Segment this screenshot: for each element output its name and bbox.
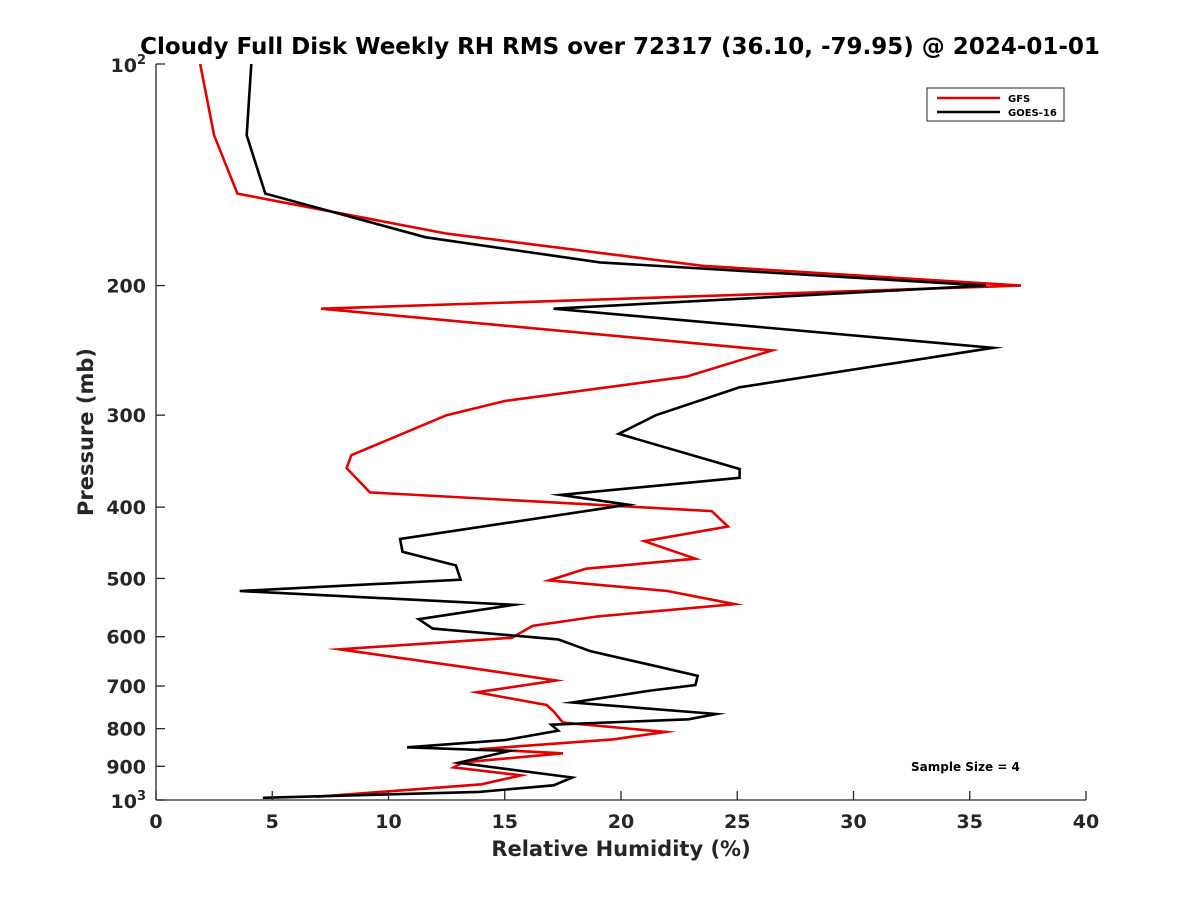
x-tick-label: 30	[840, 811, 866, 833]
y-tick-base: 10	[111, 791, 137, 813]
y-tick-label: 200	[106, 276, 146, 298]
chart-title: Cloudy Full Disk Weekly RH RMS over 7231…	[140, 34, 1100, 60]
legend-label: GFS	[1008, 94, 1030, 105]
y-tick-base: 10	[111, 55, 137, 77]
y-axis-label: Pressure (mb)	[74, 348, 98, 516]
sample-size-annotation: Sample Size = 4	[911, 760, 1020, 774]
y-tick-label: 103	[111, 789, 147, 813]
x-tick-label: 0	[149, 811, 162, 833]
y-tick-label: 900	[106, 756, 146, 778]
legend-label: GOES-16	[1008, 108, 1057, 119]
x-tick-label: 10	[375, 811, 401, 833]
x-tick-label: 40	[1073, 811, 1099, 833]
y-tick-label: 102	[111, 53, 147, 77]
y-tick-label: 300	[106, 405, 146, 427]
x-ticks: 0 5 10 15 20 25 30 35 40	[149, 791, 1099, 833]
y-tick-exponent: 2	[137, 53, 146, 68]
y-tick-label: 700	[106, 676, 146, 698]
y-tick-label: 400	[106, 497, 146, 519]
y-tick-exponent: 3	[137, 789, 146, 804]
legend: GFS GOES-16	[926, 87, 1065, 122]
series-line-gfs	[198, 63, 1021, 799]
series-layer	[198, 63, 1021, 800]
legend-box	[926, 87, 1065, 122]
x-axis-label: Relative Humidity (%)	[491, 837, 750, 861]
x-tick-label: 35	[957, 811, 983, 833]
x-tick-label: 25	[724, 811, 750, 833]
series-line-goes-16	[239, 63, 1004, 800]
x-tick-label: 5	[266, 811, 279, 833]
x-tick-label: 20	[608, 811, 634, 833]
y-tick-label: 500	[106, 568, 146, 590]
y-tick-label: 600	[106, 627, 146, 649]
x-tick-label: 15	[492, 811, 518, 833]
y-tick-label: 800	[106, 719, 146, 741]
